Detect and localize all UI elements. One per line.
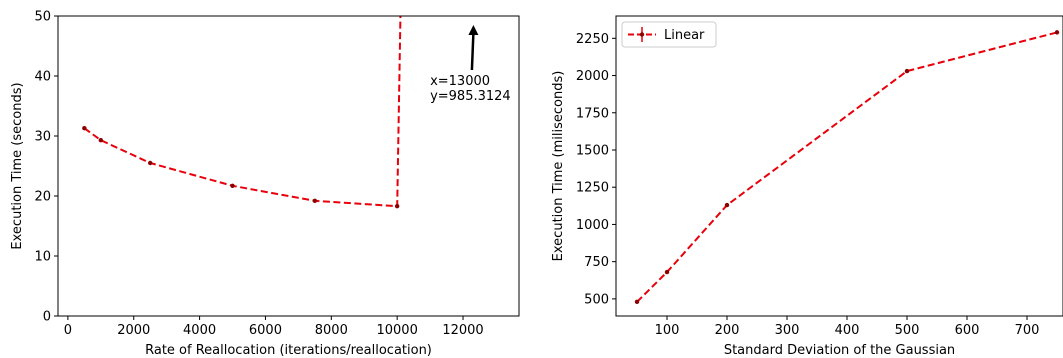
- series-1: [82, 16, 402, 209]
- y-axis-label: Execution Time (miliseconds): [551, 71, 566, 262]
- legend-marker-swatch: [639, 32, 645, 37]
- x-tick-label: 100: [655, 323, 680, 338]
- y-tick-label: 40: [34, 70, 51, 85]
- x-tick-label: 0: [64, 323, 72, 338]
- y-tick-label: 10: [34, 250, 51, 265]
- series-line: [636, 31, 1058, 303]
- y-tick-label: 2250: [576, 32, 609, 47]
- x-tick-label: 10000: [376, 323, 417, 338]
- y-tick-label: 750: [584, 255, 609, 270]
- left-chart: 0 2000 4000 6000 8000 10000 12000 0 10 20 30 40 50 Ra…: [10, 10, 520, 358]
- x-axis-label: Rate of Reallocation (iterations/realloc…: [145, 343, 432, 358]
- x-tick-label: 8000: [315, 323, 348, 338]
- y-tick-label: 1000: [576, 218, 609, 233]
- series-1: [634, 30, 1060, 305]
- y-tick-label: 1750: [576, 106, 609, 121]
- x-axis-label: Standard Deviation of the Gaussian: [724, 343, 955, 358]
- data-point: [230, 183, 235, 188]
- y-tick-label: 30: [34, 130, 51, 145]
- data-point: [664, 269, 670, 275]
- x-tick-label: 300: [775, 323, 800, 338]
- data-point: [312, 198, 318, 203]
- data-point: [148, 160, 153, 166]
- y-tick-label: 1250: [576, 181, 609, 196]
- x-tick-label: 700: [1015, 323, 1040, 338]
- legend-label: Linear: [664, 28, 705, 43]
- data-point: [634, 299, 640, 305]
- data-point: [1054, 30, 1060, 35]
- x-tick-label: 4000: [183, 323, 216, 338]
- x-tick-label: 12000: [442, 323, 483, 338]
- x-tick-label: 6000: [249, 323, 282, 338]
- data-point: [724, 202, 730, 208]
- axes-frame: [57, 15, 520, 317]
- data-point: [82, 126, 87, 131]
- x-tick-label: 400: [835, 323, 860, 338]
- x-tick-label: 2000: [117, 323, 150, 338]
- legend-box: [621, 21, 717, 48]
- y-tick-label: 1500: [576, 143, 609, 158]
- x-tick-label: 600: [955, 323, 980, 338]
- y-tick-label: 50: [34, 10, 51, 25]
- y-tick-label: 2000: [576, 69, 609, 84]
- data-point: [904, 68, 910, 74]
- annotation-text-line1: x=13000: [430, 74, 490, 89]
- right-chart: 100 200 300 400 500 600 700 500 750 1000 1250 1500 1…: [551, 15, 1063, 358]
- annotation-text-line2: y=985.3124: [430, 89, 511, 104]
- annotation-arrow-head: [468, 25, 479, 35]
- data-point: [98, 138, 104, 143]
- y-tick-label: 20: [34, 190, 51, 205]
- x-tick-label: 500: [895, 323, 920, 338]
- x-tick-label: 200: [715, 323, 740, 338]
- y-tick-label: 500: [584, 292, 609, 307]
- axes-frame: [615, 15, 1063, 317]
- annotation-arrow-shaft: [470, 32, 475, 71]
- y-tick-label: 0: [43, 310, 51, 325]
- data-point: [394, 204, 400, 209]
- y-axis-label: Execution Time (seconds): [10, 82, 25, 249]
